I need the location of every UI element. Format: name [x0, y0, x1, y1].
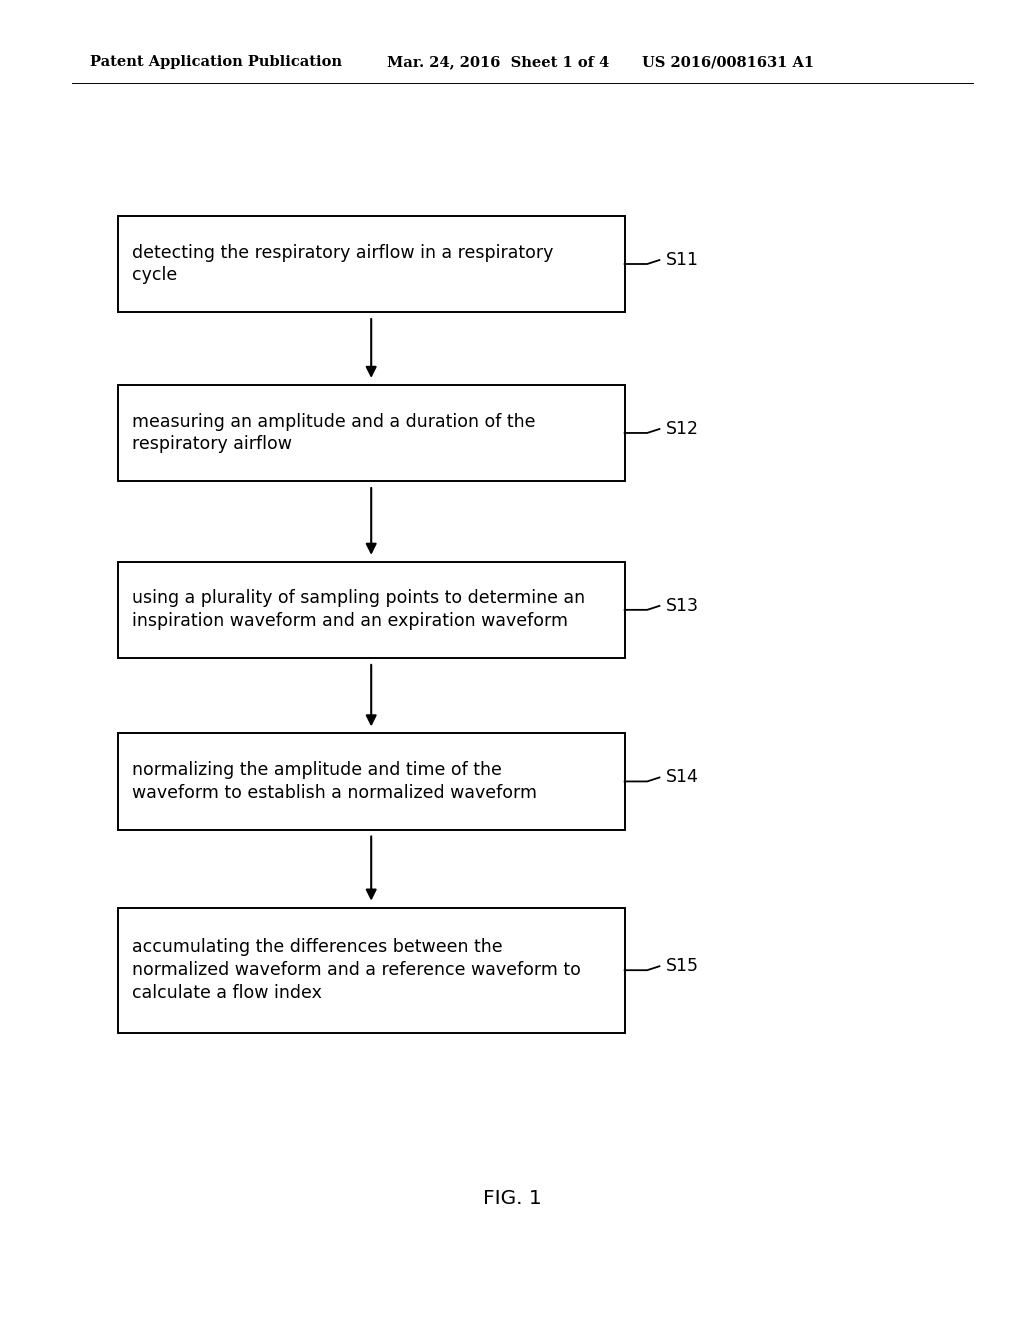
FancyBboxPatch shape [118, 562, 625, 657]
FancyBboxPatch shape [118, 734, 625, 830]
FancyBboxPatch shape [118, 215, 625, 312]
Text: S11: S11 [666, 251, 698, 269]
Text: accumulating the differences between the
normalized waveform and a reference wav: accumulating the differences between the… [132, 939, 581, 1002]
FancyBboxPatch shape [118, 385, 625, 480]
Text: using a plurality of sampling points to determine an
inspiration waveform and an: using a plurality of sampling points to … [132, 590, 586, 630]
Text: Patent Application Publication: Patent Application Publication [90, 55, 342, 69]
Text: S15: S15 [666, 957, 698, 975]
Text: S12: S12 [666, 420, 698, 438]
FancyBboxPatch shape [118, 908, 625, 1032]
Text: FIG. 1: FIG. 1 [482, 1189, 542, 1208]
Text: S13: S13 [666, 597, 698, 615]
Text: normalizing the amplitude and time of the
waveform to establish a normalized wav: normalizing the amplitude and time of th… [132, 762, 538, 801]
Text: S14: S14 [666, 768, 698, 787]
Text: Mar. 24, 2016  Sheet 1 of 4: Mar. 24, 2016 Sheet 1 of 4 [387, 55, 609, 69]
Text: detecting the respiratory airflow in a respiratory
cycle: detecting the respiratory airflow in a r… [132, 244, 553, 284]
Text: measuring an amplitude and a duration of the
respiratory airflow: measuring an amplitude and a duration of… [132, 413, 536, 453]
Text: US 2016/0081631 A1: US 2016/0081631 A1 [642, 55, 814, 69]
